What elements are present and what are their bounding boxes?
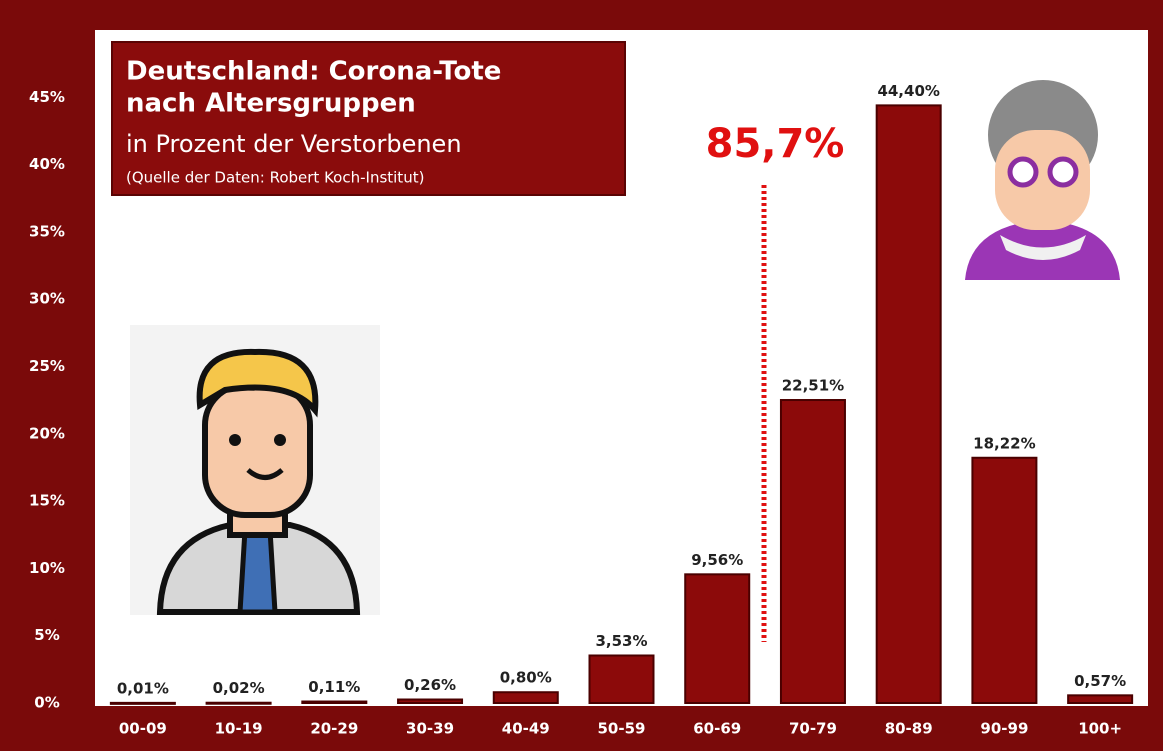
value-label: 0,26% xyxy=(404,676,456,694)
y-tick-label: 20% xyxy=(29,424,65,442)
x-tick-label: 30-39 xyxy=(406,720,454,738)
x-tick-label: 20-29 xyxy=(310,720,358,738)
bar xyxy=(590,655,654,703)
y-tick-label: 40% xyxy=(29,155,65,173)
value-label: 9,56% xyxy=(691,551,743,569)
x-tick-label: 50-59 xyxy=(598,720,646,738)
value-label: 18,22% xyxy=(973,434,1035,452)
x-tick-label: 00-09 xyxy=(119,720,167,738)
y-tick-label: 5% xyxy=(34,626,59,644)
y-tick-label: 45% xyxy=(29,88,65,106)
y-tick-label: 25% xyxy=(29,357,65,375)
x-tick-label: 90-99 xyxy=(980,720,1028,738)
bar xyxy=(111,703,175,704)
man-icon xyxy=(130,325,380,615)
value-label: 44,40% xyxy=(877,82,939,100)
value-label: 22,51% xyxy=(782,377,844,395)
chart-subtitle: in Prozent der Verstorbenen xyxy=(126,130,462,158)
value-label: 3,53% xyxy=(595,632,647,650)
x-tick-label: 40-49 xyxy=(502,720,550,738)
x-tick-label: 80-89 xyxy=(885,720,933,738)
value-label: 0,57% xyxy=(1074,672,1126,690)
bar xyxy=(1068,695,1132,703)
y-tick-label: 30% xyxy=(29,290,65,308)
bar xyxy=(877,105,941,703)
bar xyxy=(685,574,749,703)
x-tick-label: 60-69 xyxy=(693,720,741,738)
bar xyxy=(781,400,845,703)
chart-title: Deutschland: Corona-Tote xyxy=(126,57,501,87)
chart: Deutschland: Corona-Tote nach Altersgrup… xyxy=(0,0,1163,751)
x-tick-label: 100+ xyxy=(1078,720,1122,738)
y-tick-label: 10% xyxy=(29,559,65,577)
source: (Quelle der Daten: Robert Koch-Institut) xyxy=(126,169,424,187)
annotation: 85,7% xyxy=(706,121,845,167)
value-label: 0,11% xyxy=(308,678,360,696)
y-tick-label: 35% xyxy=(29,222,65,240)
value-label: 0,02% xyxy=(213,679,265,697)
bar xyxy=(398,700,462,703)
bar xyxy=(207,703,271,704)
value-label: 0,80% xyxy=(500,669,552,687)
bar xyxy=(494,692,558,703)
y-tick-label: 0% xyxy=(34,694,59,712)
y-tick-label: 15% xyxy=(29,492,65,510)
bar xyxy=(972,458,1036,703)
bar xyxy=(302,702,366,703)
value-label: 0,01% xyxy=(117,679,169,697)
x-tick-label: 70-79 xyxy=(789,720,837,738)
chart-title: nach Altersgruppen xyxy=(126,89,416,119)
x-tick-label: 10-19 xyxy=(215,720,263,738)
